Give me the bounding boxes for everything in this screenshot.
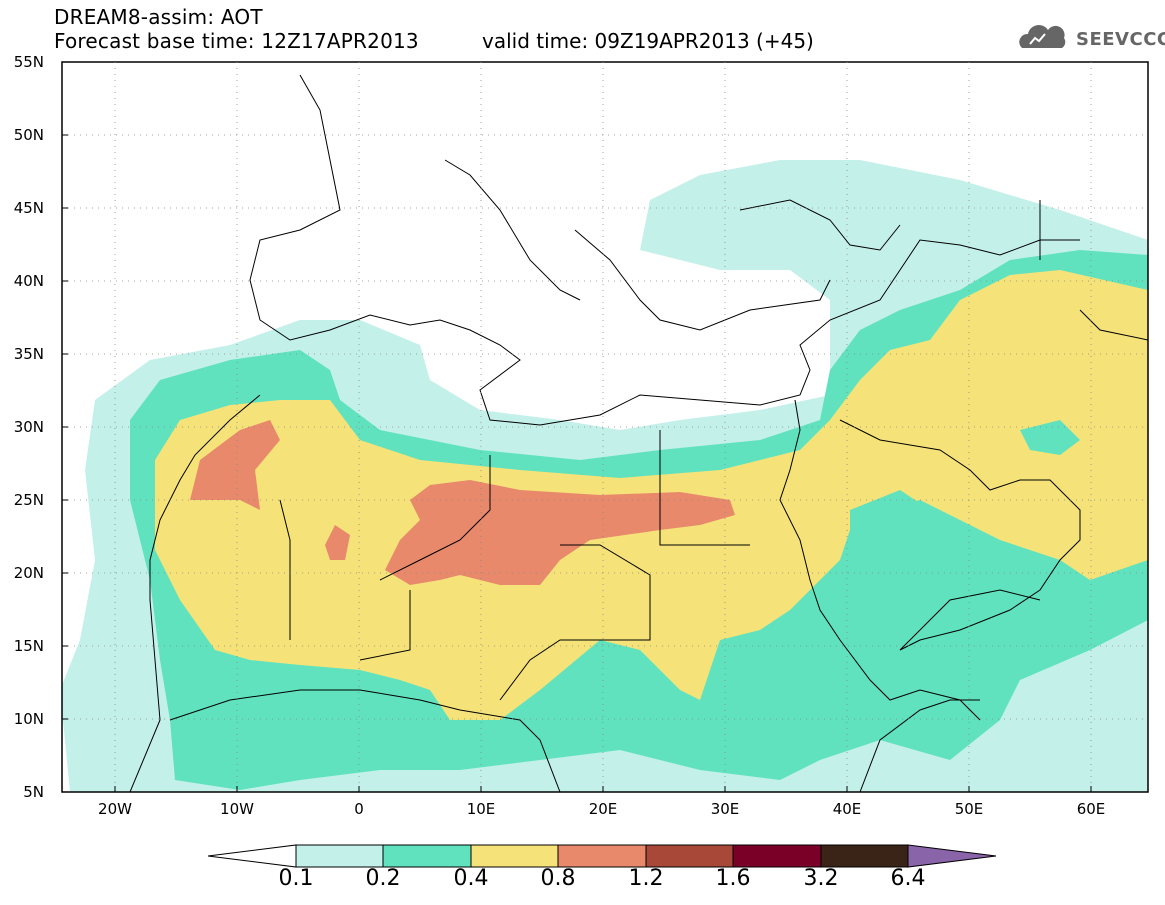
- lat-label: 45N: [13, 199, 44, 217]
- lat-label: 50N: [13, 126, 44, 144]
- lon-label: 10W: [220, 800, 254, 818]
- aot-band-0.8-central: [385, 480, 735, 585]
- valid-time: valid time: 09Z19APR2013 (+45): [482, 29, 814, 53]
- colorbar-label: 0.2: [365, 866, 401, 891]
- seevccc-logo-icon: [1019, 25, 1066, 48]
- lon-label: 60E: [1076, 800, 1106, 818]
- colorbar-label: 3.2: [803, 866, 839, 891]
- lat-label: 10N: [13, 710, 44, 728]
- lon-label: 0: [354, 800, 364, 818]
- gridlines: [62, 62, 1148, 792]
- colorbar-bin-6: [820, 844, 909, 868]
- coastlines: [129, 74, 1148, 792]
- colorbar-bin-2: [470, 844, 559, 868]
- logo-text: SEEVCCC: [1076, 29, 1165, 50]
- aot-island-east: [850, 490, 935, 580]
- lat-label: 40N: [13, 272, 44, 290]
- colorbar-label: 0.8: [540, 866, 576, 891]
- colorbar-label: 1.6: [715, 866, 751, 891]
- lon-label: 30E: [710, 800, 740, 818]
- lat-label: 5N: [23, 783, 44, 801]
- colorbar-bin-3: [557, 844, 647, 868]
- lon-label: 40E: [832, 800, 862, 818]
- lat-label: 35N: [13, 345, 44, 363]
- aot-band-0.8-west: [190, 420, 280, 510]
- colorbar-under-arrow: [207, 844, 297, 868]
- colorbar-bin-0: [295, 844, 384, 868]
- aot-band-0.8-small: [325, 525, 350, 560]
- lon-label: 20W: [98, 800, 132, 818]
- aot-island-iran: [1020, 420, 1080, 455]
- colorbar-over-arrow: [907, 844, 997, 868]
- colorbar-bin-4: [645, 844, 734, 868]
- lat-label: 20N: [13, 564, 44, 582]
- lat-label: 15N: [13, 637, 44, 655]
- forecast-base-time: Forecast base time: 12Z17APR2013: [54, 29, 419, 53]
- lat-label: 25N: [13, 491, 44, 509]
- colorbar-bin-1: [382, 844, 472, 868]
- lon-label: 20E: [588, 800, 618, 818]
- tick-marks: [62, 61, 1092, 792]
- lon-label: 10E: [466, 800, 496, 818]
- colorbar-label: 1.2: [628, 866, 664, 891]
- colorbar: [207, 844, 997, 868]
- colorbar-label: 0.4: [453, 866, 489, 891]
- lon-label: 50E: [954, 800, 984, 818]
- lat-label: 55N: [13, 53, 44, 71]
- lat-label: 30N: [13, 418, 44, 436]
- colorbar-label: 0.1: [278, 866, 314, 891]
- colorbar-label: 6.4: [890, 866, 926, 891]
- map-title: DREAM8-assim: AOT: [54, 5, 263, 29]
- colorbar-bin-5: [732, 844, 822, 868]
